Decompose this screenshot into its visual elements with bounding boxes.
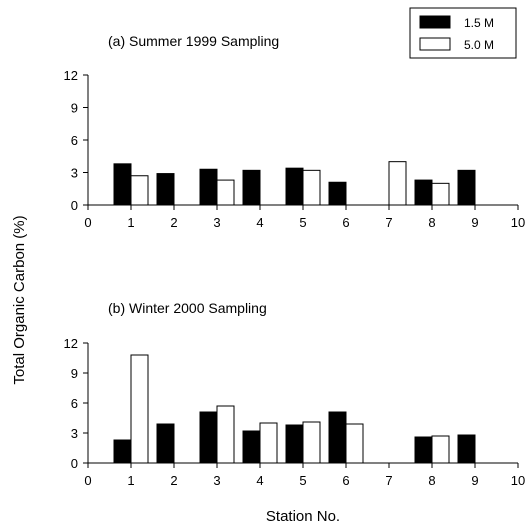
bar-b-station-5-1-5m <box>285 424 304 464</box>
bar-a-station-9-1-5m <box>457 169 476 206</box>
bar-a-station-7-5-0m <box>388 161 407 206</box>
bar-b-station-4-5-0m <box>259 422 278 464</box>
x-tick-label-a-7: 7 <box>385 215 392 230</box>
bar-b-station-4-1-5m <box>242 430 261 464</box>
y-axis-label: Total Organic Carbon (%) <box>11 215 28 384</box>
panel-title-a: (a) Summer 1999 Sampling <box>108 33 279 49</box>
x-tick-label-b-6: 6 <box>342 473 349 488</box>
legend-swatch-1-5m <box>419 15 451 29</box>
x-axis-label: Station No. <box>266 508 340 525</box>
bar-a-station-1-5-0m <box>130 175 149 206</box>
bar-b-station-3-5-0m <box>216 405 235 464</box>
x-tick-label-b-9: 9 <box>471 473 478 488</box>
y-tick-label-b-3: 3 <box>71 426 78 441</box>
bar-b-station-6-5-0m <box>345 423 364 464</box>
x-tick-label-a-1: 1 <box>127 215 134 230</box>
bar-a-station-4-1-5m <box>242 169 261 206</box>
x-tick-label-b-3: 3 <box>213 473 220 488</box>
x-tick-label-b-10: 10 <box>511 473 525 488</box>
y-tick-label-a-9: 9 <box>71 101 78 116</box>
bar-a-station-3-1-5m <box>199 168 218 206</box>
bar-b-station-1-1-5m <box>113 439 132 464</box>
x-tick-label-b-0: 0 <box>84 473 91 488</box>
y-tick-label-a-6: 6 <box>71 133 78 148</box>
y-tick-label-b-0: 0 <box>71 456 78 471</box>
x-tick-label-b-7: 7 <box>385 473 392 488</box>
bar-b-station-3-1-5m <box>199 411 218 464</box>
x-tick-label-a-9: 9 <box>471 215 478 230</box>
x-tick-label-a-3: 3 <box>213 215 220 230</box>
bar-a-station-8-5-0m <box>431 182 450 206</box>
bar-a-station-6-1-5m <box>328 181 347 206</box>
y-tick-label-a-12: 12 <box>64 68 78 83</box>
x-tick-label-a-10: 10 <box>511 215 525 230</box>
bar-b-station-9-1-5m <box>457 434 476 464</box>
bar-b-station-8-5-0m <box>431 435 450 464</box>
bar-a-station-5-5-0m <box>302 169 321 206</box>
legend-swatch-5-0m <box>419 37 451 51</box>
bar-a-station-2-1-5m <box>156 173 175 206</box>
bar-a-station-1-1-5m <box>113 163 132 206</box>
bar-b-station-6-1-5m <box>328 411 347 464</box>
bar-b-station-8-1-5m <box>414 436 433 464</box>
bar-a-station-5-1-5m <box>285 167 304 206</box>
y-tick-label-a-3: 3 <box>71 166 78 181</box>
x-tick-label-a-0: 0 <box>84 215 91 230</box>
bar-b-station-1-5-0m <box>130 354 149 464</box>
x-tick-label-b-8: 8 <box>428 473 435 488</box>
bar-a-station-8-1-5m <box>414 179 433 206</box>
x-tick-label-a-5: 5 <box>299 215 306 230</box>
x-tick-label-b-1: 1 <box>127 473 134 488</box>
bar-b-station-2-1-5m <box>156 423 175 464</box>
x-tick-label-b-5: 5 <box>299 473 306 488</box>
y-tick-label-b-12: 12 <box>64 336 78 351</box>
bar-a-station-3-5-0m <box>216 179 235 206</box>
panel-title-b: (b) Winter 2000 Sampling <box>108 300 267 316</box>
legend-label-1-5m: 1.5 M <box>464 16 494 30</box>
y-tick-label-b-9: 9 <box>71 366 78 381</box>
x-tick-label-a-4: 4 <box>256 215 263 230</box>
x-tick-label-b-2: 2 <box>170 473 177 488</box>
legend: 1.5 M 5.0 M <box>409 7 517 59</box>
y-tick-label-a-0: 0 <box>71 198 78 213</box>
y-tick-label-b-6: 6 <box>71 396 78 411</box>
x-tick-label-a-2: 2 <box>170 215 177 230</box>
legend-label-5-0m: 5.0 M <box>464 38 494 52</box>
x-tick-label-a-8: 8 <box>428 215 435 230</box>
x-tick-label-a-6: 6 <box>342 215 349 230</box>
x-tick-label-b-4: 4 <box>256 473 263 488</box>
bar-b-station-5-5-0m <box>302 421 321 464</box>
